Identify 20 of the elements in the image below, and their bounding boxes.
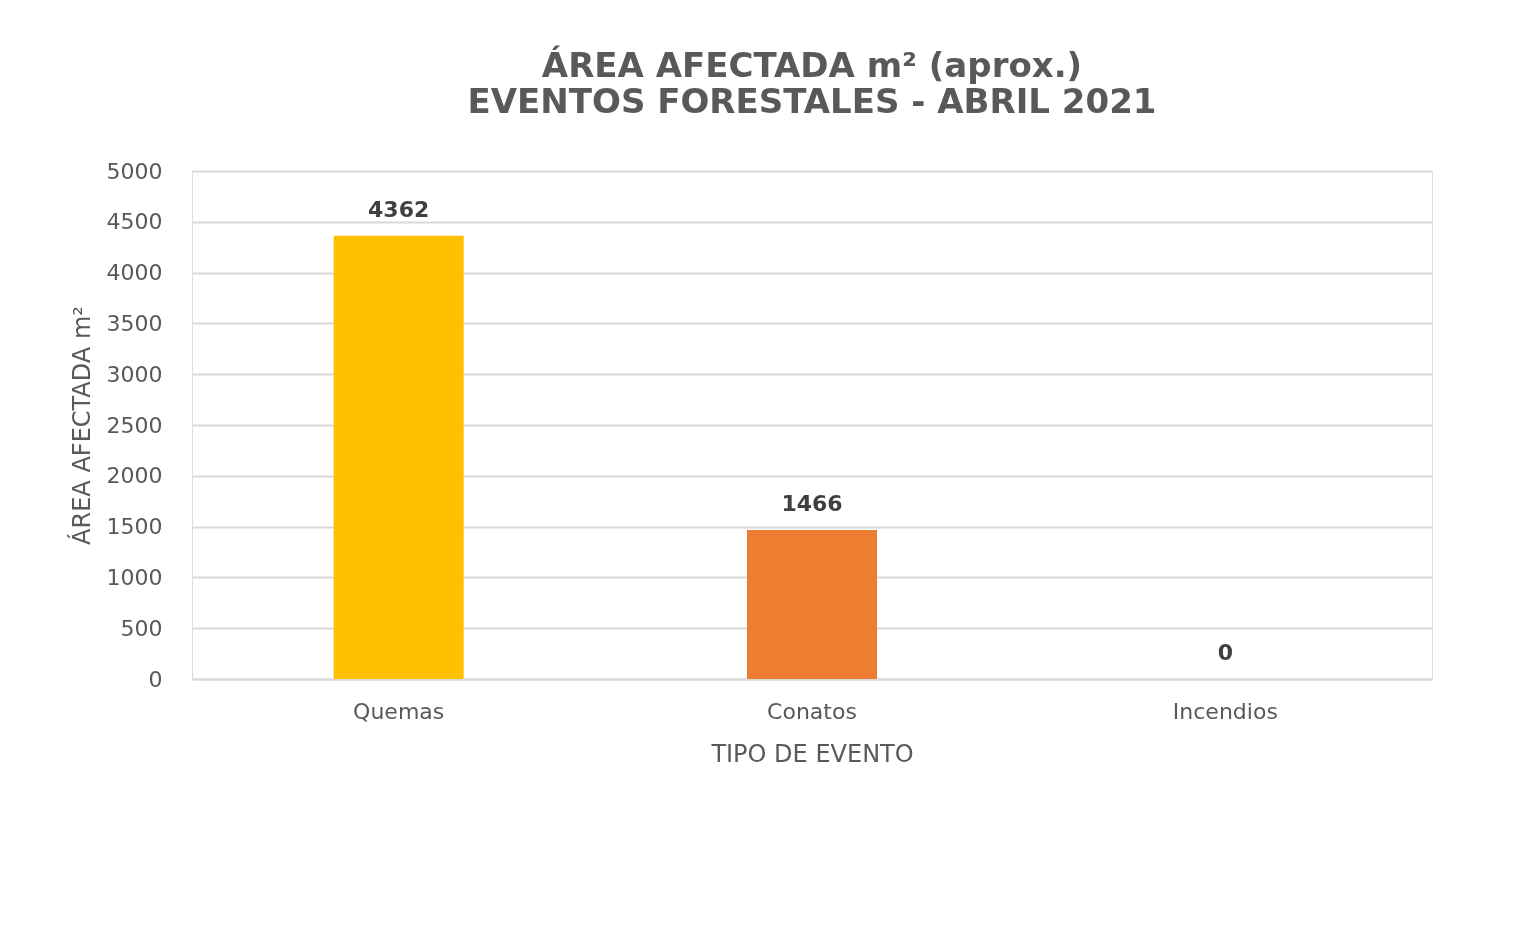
y-tick-label: 5000: [106, 158, 163, 184]
y-tick-label: 1500: [106, 514, 163, 540]
y-tick-label: 2500: [106, 412, 163, 438]
x-tick-label: Conatos: [767, 698, 857, 724]
y-tick-label: 3000: [106, 361, 163, 387]
y-tick-label: 3500: [106, 310, 163, 336]
x-tick-label: Incendios: [1172, 698, 1278, 724]
x-tick-label: Quemas: [353, 698, 445, 724]
y-tick-label: 1000: [106, 564, 163, 590]
y-tick-label: 2000: [106, 463, 163, 489]
y-tick-label: 4000: [106, 260, 163, 286]
data-label: 4362: [368, 196, 430, 222]
data-label: 0: [1217, 640, 1233, 665]
y-axis-title: ÁREA AFECTADA m²: [66, 306, 96, 545]
y-tick-label: 0: [148, 666, 163, 692]
chart-title: ÁREA AFECTADA m² (aprox.) EVENTOS FORESTALES - ABRIL 2021: [467, 45, 1157, 121]
data-label: 1466: [781, 491, 843, 517]
y-tick-label: 500: [120, 615, 163, 641]
x-axis-title: TIPO DE EVENTO: [710, 739, 914, 768]
y-tick-label: 4500: [106, 209, 163, 235]
